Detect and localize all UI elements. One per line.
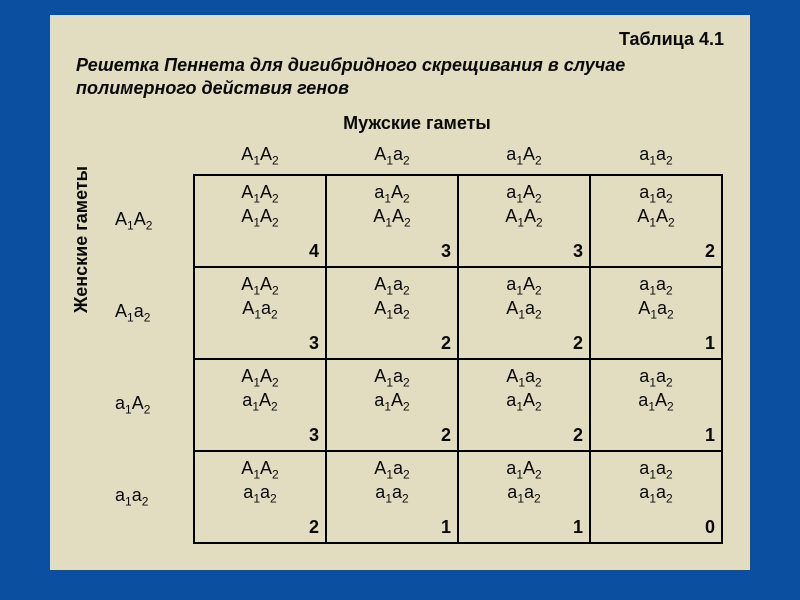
punnett-cell: A1A2A1A2 4 <box>194 175 326 267</box>
dominant-allele-count: 3 <box>441 241 451 262</box>
punnett-square-table: A1A2 A1a2 a1A2 a1a2 A1A2 A1A2A1A24 a1A2A… <box>111 138 723 544</box>
genotype-line-2: a1a2 <box>201 482 319 506</box>
document-panel: Таблица 4.1 Решетка Пеннета для дигибрид… <box>50 15 750 570</box>
table-row: a1A2 A1A2a1A23 A1a2a1A22 A1a2a1A22 a1a2a… <box>111 359 722 451</box>
dominant-allele-count: 1 <box>705 425 715 446</box>
genotype-line-2: A1A2 <box>597 206 715 230</box>
dominant-allele-count: 1 <box>573 517 583 538</box>
punnett-cell: a1A2A1a2 2 <box>458 267 590 359</box>
row-axis-title: Женские гаметы <box>71 166 92 313</box>
genotype-line-2: a1A2 <box>201 390 319 414</box>
row-head: a1a2 <box>111 451 194 543</box>
punnett-cell: a1a2A1a2 1 <box>590 267 722 359</box>
punnett-cell: A1a2a1A2 2 <box>326 359 458 451</box>
genotype-line-2: A1a2 <box>201 298 319 322</box>
genotype-line-2: A1A2 <box>201 206 319 230</box>
genotype-line-1: A1A2 <box>201 182 319 206</box>
genotype-line-1: A1a2 <box>465 366 583 390</box>
genotype-line-1: A1a2 <box>333 274 451 298</box>
punnett-cell: A1A2a1A2 3 <box>194 359 326 451</box>
table-row: A1a2 A1A2A1a23 A1a2A1a22 a1A2A1a22 a1a2A… <box>111 267 722 359</box>
row-head: A1a2 <box>111 267 194 359</box>
genotype-line-1: a1a2 <box>597 274 715 298</box>
dominant-allele-count: 3 <box>309 333 319 354</box>
table-row: a1a2 A1A2a1a22 A1a2a1a21 a1A2a1a21 a1a2a… <box>111 451 722 543</box>
column-head: A1a2 <box>326 138 458 175</box>
genotype-line-1: A1a2 <box>333 366 451 390</box>
punnett-cell: A1a2a1a2 1 <box>326 451 458 543</box>
dominant-allele-count: 4 <box>309 241 319 262</box>
punnett-cell: A1a2A1a2 2 <box>326 267 458 359</box>
punnett-cell: A1a2a1A2 2 <box>458 359 590 451</box>
genotype-line-1: A1A2 <box>201 366 319 390</box>
row-head: A1A2 <box>111 175 194 267</box>
column-head: a1A2 <box>458 138 590 175</box>
genotype-line-2: a1A2 <box>597 390 715 414</box>
punnett-cell: A1A2A1a2 3 <box>194 267 326 359</box>
genotype-line-2: A1A2 <box>333 206 451 230</box>
genotype-line-2: a1a2 <box>597 482 715 506</box>
dominant-allele-count: 2 <box>309 517 319 538</box>
genotype-line-1: A1A2 <box>201 458 319 482</box>
genotype-line-2: a1a2 <box>333 482 451 506</box>
punnett-cell: a1a2a1a2 0 <box>590 451 722 543</box>
genotype-line-2: A1a2 <box>597 298 715 322</box>
genotype-line-1: a1A2 <box>465 458 583 482</box>
genotype-line-2: A1a2 <box>333 298 451 322</box>
column-head: A1A2 <box>194 138 326 175</box>
genotype-line-1: a1A2 <box>465 182 583 206</box>
genotype-line-1: a1a2 <box>597 366 715 390</box>
dominant-allele-count: 2 <box>705 241 715 262</box>
punnett-cell: A1A2a1a2 2 <box>194 451 326 543</box>
genotype-line-2: a1a2 <box>465 482 583 506</box>
dominant-allele-count: 3 <box>573 241 583 262</box>
column-head: a1a2 <box>590 138 722 175</box>
genotype-line-1: a1a2 <box>597 182 715 206</box>
table-caption: Решетка Пеннета для дигибридного скрещив… <box>76 54 724 99</box>
punnett-cell: a1A2a1a2 1 <box>458 451 590 543</box>
genotype-line-2: a1A2 <box>333 390 451 414</box>
dominant-allele-count: 1 <box>705 333 715 354</box>
column-axis-title: Мужские гаметы <box>110 113 724 134</box>
genotype-line-2: A1a2 <box>465 298 583 322</box>
dominant-allele-count: 1 <box>441 517 451 538</box>
dominant-allele-count: 2 <box>573 333 583 354</box>
genotype-line-2: a1A2 <box>465 390 583 414</box>
genotype-line-2: A1A2 <box>465 206 583 230</box>
dominant-allele-count: 0 <box>705 517 715 538</box>
genotype-line-1: A1A2 <box>201 274 319 298</box>
table-row: A1A2 A1A2A1A24 a1A2A1A23 a1A2A1A23 a1a2A… <box>111 175 722 267</box>
punnett-wrapper: Женские гаметы Мужские гаметы A1A2 A1a2 … <box>76 113 724 544</box>
punnett-cell: a1A2A1A2 3 <box>326 175 458 267</box>
dominant-allele-count: 2 <box>441 333 451 354</box>
genotype-line-1: A1a2 <box>333 458 451 482</box>
column-header-row: A1A2 A1a2 a1A2 a1a2 <box>111 138 722 175</box>
dominant-allele-count: 3 <box>309 425 319 446</box>
punnett-cell: a1a2a1A2 1 <box>590 359 722 451</box>
row-head: a1A2 <box>111 359 194 451</box>
dominant-allele-count: 2 <box>441 425 451 446</box>
punnett-cell: a1A2A1A2 3 <box>458 175 590 267</box>
genotype-line-1: a1A2 <box>465 274 583 298</box>
table-number: Таблица 4.1 <box>76 29 724 50</box>
dominant-allele-count: 2 <box>573 425 583 446</box>
genotype-line-1: a1a2 <box>597 458 715 482</box>
punnett-cell: a1a2A1A2 2 <box>590 175 722 267</box>
corner-empty <box>111 138 194 175</box>
genotype-line-1: a1A2 <box>333 182 451 206</box>
